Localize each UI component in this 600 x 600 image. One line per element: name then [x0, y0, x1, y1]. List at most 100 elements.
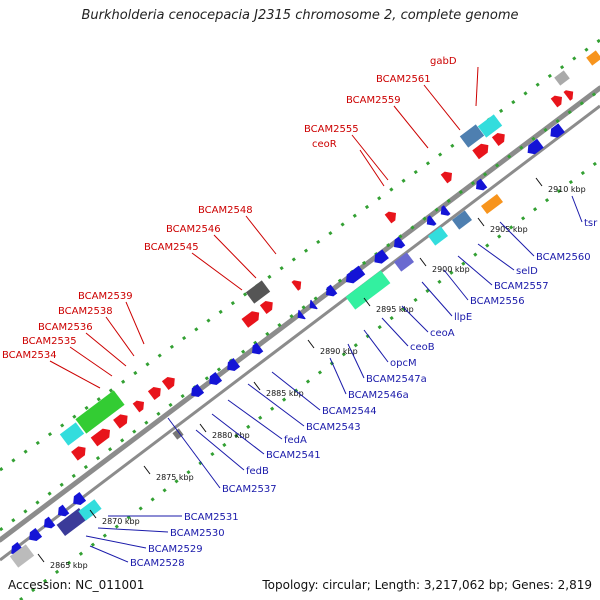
- gene-label-bottom[interactable]: BCAM2541: [266, 450, 321, 461]
- kbp-tick-mark: [363, 297, 371, 307]
- gene-label-bottom[interactable]: BCAM2544: [322, 406, 377, 417]
- top-dotted-guide: [0, 38, 600, 472]
- gene-label-top[interactable]: BCAM2536: [38, 322, 93, 333]
- reverse-gene-arrow: [73, 491, 87, 505]
- gene-label-top[interactable]: BCAM2561: [376, 74, 431, 85]
- gene-label-bottom[interactable]: BCAM2560: [536, 252, 591, 263]
- grey-gene-block: [554, 70, 570, 86]
- genome-summary-text: Topology: circular; Length: 3,217,062 bp…: [262, 578, 592, 592]
- forward-gene-arrow: [132, 400, 144, 413]
- gene-label-top[interactable]: BCAM2546: [166, 224, 221, 235]
- kbp-tick-mark: [307, 339, 315, 349]
- forward-gene-arrow: [113, 414, 128, 429]
- gene-label-top[interactable]: BCAM2539: [78, 291, 133, 302]
- kbp-tick-mark: [37, 553, 45, 563]
- gene-leader-line: [347, 343, 365, 379]
- forward-gene-arrow: [291, 280, 302, 291]
- gene-leader-line: [271, 371, 321, 411]
- gene-label-top[interactable]: BCAM2538: [58, 306, 113, 317]
- gene-label-bottom[interactable]: fedB: [246, 466, 269, 477]
- kbp-tick-mark: [143, 465, 151, 475]
- gene-label-top[interactable]: gabD: [430, 56, 457, 67]
- gene-leader-line: [191, 252, 243, 291]
- gene-label-top[interactable]: BCAM2555: [304, 124, 359, 135]
- gene-label-top[interactable]: ceoR: [312, 139, 337, 150]
- reverse-gene-arrow: [374, 249, 389, 264]
- reverse-gene-arrow: [252, 342, 264, 355]
- gene-label-bottom[interactable]: ceoB: [410, 342, 435, 353]
- gene-label-top[interactable]: BCAM2535: [22, 336, 77, 347]
- accession-text: Accession: NC_011001: [8, 578, 145, 592]
- kbp-tick-mark: [253, 381, 261, 391]
- orange-gene-block: [481, 193, 503, 215]
- gene-label-bottom[interactable]: opcM: [390, 358, 417, 369]
- gene-label-bottom[interactable]: llpE: [454, 312, 472, 323]
- gene-label-bottom[interactable]: BCAM2531: [184, 512, 239, 523]
- forward-gene-arrow: [147, 387, 161, 401]
- gene-leader-line: [69, 346, 113, 377]
- grey-gene-block: [9, 544, 35, 568]
- reverse-gene-arrow: [297, 309, 306, 320]
- forward-gene-arrow: [563, 90, 574, 101]
- gene-leader-line: [571, 195, 583, 223]
- backbone-line-inner: [0, 104, 600, 562]
- reverse-gene-arrow: [29, 527, 43, 541]
- reverse-gene-arrow: [44, 516, 56, 529]
- forward-gene-arrow: [440, 171, 452, 184]
- gene-leader-line: [167, 417, 221, 489]
- gene-label-bottom[interactable]: fedA: [284, 435, 307, 446]
- reverse-gene-arrow: [527, 138, 544, 155]
- gene-label-bottom[interactable]: BCAM2556: [470, 296, 525, 307]
- kbp-tick-mark: [419, 257, 427, 267]
- forward-gene-arrow: [90, 428, 110, 447]
- slate-gene-block: [459, 124, 485, 148]
- gene-label-top[interactable]: BCAM2559: [346, 95, 401, 106]
- gene-leader-line: [125, 301, 145, 345]
- cyan-gene-block: [59, 422, 85, 446]
- kbp-tick-label: 2880 kbp: [212, 431, 250, 440]
- gene-label-bottom[interactable]: BCAM2528: [130, 558, 185, 569]
- gene-label-top[interactable]: BCAM2548: [198, 205, 253, 216]
- gene-leader-line: [381, 317, 409, 347]
- gene-label-bottom[interactable]: BCAM2530: [170, 528, 225, 539]
- kbp-tick-mark: [199, 423, 207, 433]
- reverse-gene-arrow: [346, 265, 366, 284]
- reverse-gene-arrow: [326, 284, 338, 297]
- gene-label-bottom[interactable]: tsr: [584, 218, 598, 229]
- gene-leader-line: [85, 332, 127, 367]
- gene-label-top[interactable]: BCAM2534: [2, 350, 57, 361]
- gene-leader-line: [423, 84, 461, 131]
- orange-gene-block: [586, 50, 600, 66]
- gene-label-bottom[interactable]: BCAM2537: [222, 484, 277, 495]
- forward-gene-arrow: [550, 95, 562, 108]
- gene-label-bottom[interactable]: BCAM2547a: [366, 374, 427, 385]
- kbp-tick-label: 2905 kbp: [490, 225, 528, 234]
- gene-leader-line: [97, 527, 169, 533]
- gene-label-bottom[interactable]: selD: [516, 266, 538, 277]
- reverse-gene-arrow: [58, 504, 70, 517]
- grey-gene-block: [245, 280, 271, 304]
- mint-gene-block: [345, 270, 391, 310]
- gene-leader-line: [401, 305, 429, 333]
- reverse-gene-arrow: [209, 371, 223, 385]
- gene-label-bottom[interactable]: ceoA: [430, 328, 455, 339]
- gene-leader-line: [477, 243, 515, 271]
- gene-leader-line: [211, 413, 265, 455]
- green-gene-block: [75, 390, 125, 434]
- gene-label-top[interactable]: BCAM2545: [144, 242, 199, 253]
- gene-leader-line: [89, 545, 129, 563]
- gene-leader-line: [105, 316, 135, 357]
- reverse-gene-arrow: [550, 123, 565, 138]
- gene-label-bottom[interactable]: BCAM2529: [148, 544, 203, 555]
- gene-label-bottom[interactable]: BCAM2546a: [348, 390, 409, 401]
- gene-label-bottom[interactable]: BCAM2543: [306, 422, 361, 433]
- gene-label-bottom[interactable]: BCAM2557: [494, 281, 549, 292]
- navy-gene-block: [56, 507, 88, 537]
- forward-gene-arrow: [491, 133, 505, 147]
- gene-leader-line: [363, 329, 389, 363]
- kbp-tick-mark: [477, 217, 485, 227]
- gene-leader-line: [351, 134, 389, 181]
- reverse-gene-arrow: [440, 205, 451, 216]
- kbp-tick-label: 2875 kbp: [156, 473, 194, 482]
